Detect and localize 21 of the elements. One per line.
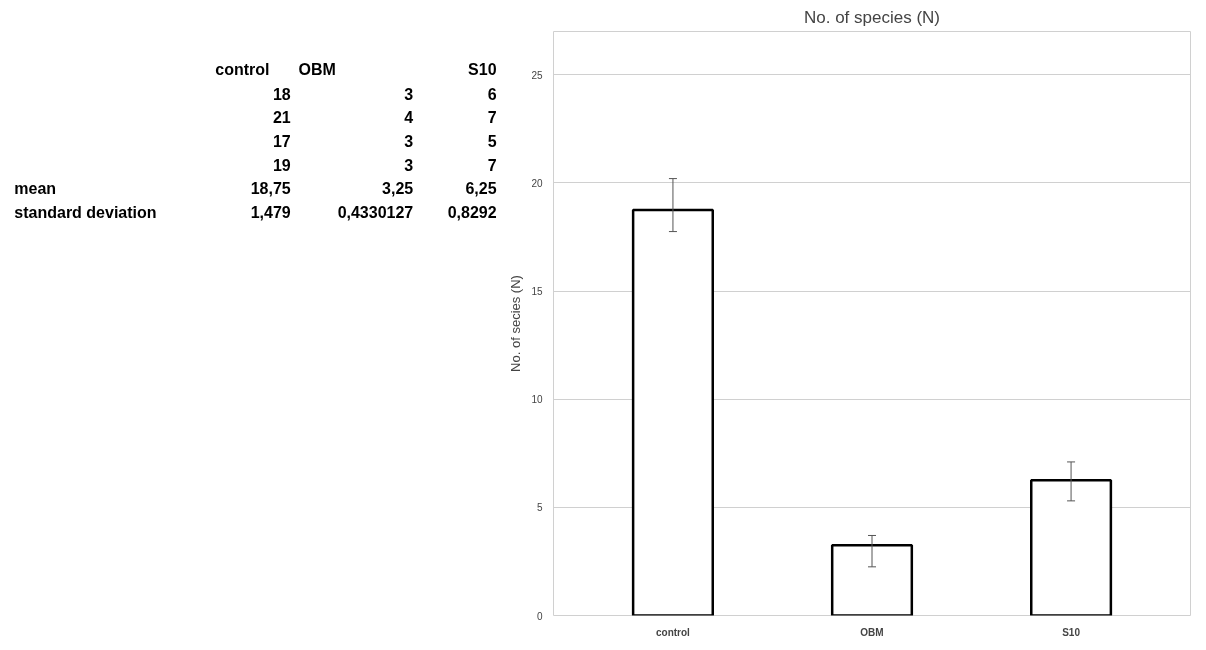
y-tick-label: 15: [531, 286, 543, 298]
y-axis-title: No. of secies (N): [508, 275, 524, 372]
text: 19 3 7: [272, 156, 497, 174]
text: 18 3 6: [272, 85, 497, 103]
chart-title: No. of species (N): [803, 7, 941, 27]
y-tick-label: 10: [531, 394, 543, 406]
x-tick-label: control: [655, 626, 691, 638]
text: control OBM S10: [215, 61, 497, 79]
text: 17 3 5: [272, 133, 497, 150]
y-tick-label: 0: [536, 610, 543, 622]
y-tick-label: 20: [531, 177, 543, 189]
x-tick-label: OBM: [860, 626, 884, 638]
bar: [830, 543, 914, 616]
x-tick-label: S10: [1062, 626, 1081, 638]
y-tick-label: 5: [536, 502, 543, 514]
bar: [631, 208, 714, 616]
y-tick-label: 25: [531, 69, 543, 81]
text: 21 4 7: [272, 109, 497, 127]
bar: [1030, 479, 1113, 616]
text: standard deviation 1,479 0,4330127 0,8292: [14, 203, 497, 222]
text: mean 18,75 3,25 6,25: [14, 179, 497, 198]
